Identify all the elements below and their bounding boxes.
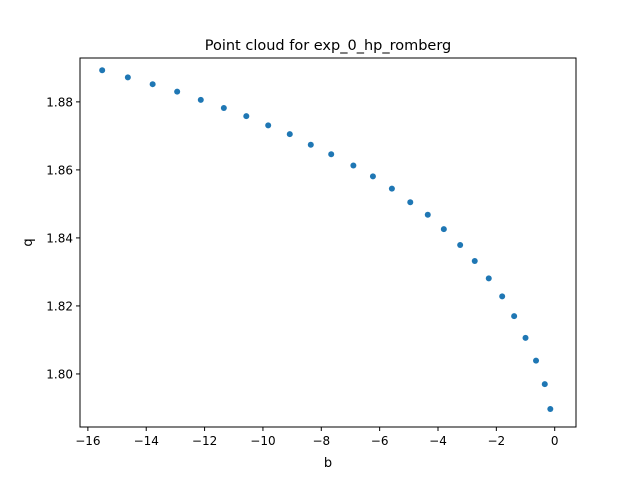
data-point <box>328 151 335 158</box>
y-tick-label: 1.86 <box>46 163 73 177</box>
data-point <box>243 113 250 120</box>
data-point <box>149 81 156 88</box>
x-tick-label: 0 <box>551 434 559 448</box>
data-point <box>499 293 506 300</box>
data-point <box>124 74 131 81</box>
y-tick-label: 1.82 <box>46 299 73 313</box>
y-axis-label: q <box>21 238 36 246</box>
data-point <box>541 381 548 388</box>
data-point <box>522 334 529 341</box>
y-tick-label: 1.84 <box>46 231 73 245</box>
data-point <box>547 405 554 412</box>
x-tick-label: −4 <box>429 434 447 448</box>
data-point <box>424 211 431 218</box>
data-point <box>471 258 478 265</box>
x-tick-label: −6 <box>371 434 389 448</box>
data-point <box>220 104 227 111</box>
data-point <box>307 141 314 148</box>
y-tick-label: 1.80 <box>46 367 73 381</box>
data-point <box>485 275 492 282</box>
x-tick-label: −16 <box>75 434 100 448</box>
x-tick-label: −8 <box>312 434 330 448</box>
x-axis-ticks: −16 −14 −12 −10 −8 −6 −4 −2 0 <box>75 427 559 448</box>
data-point <box>350 162 357 169</box>
data-point <box>197 96 204 103</box>
data-point <box>174 88 181 95</box>
x-axis-label: b <box>324 456 332 471</box>
data-point <box>265 122 272 129</box>
x-tick-label: −2 <box>487 434 505 448</box>
data-point <box>457 242 464 249</box>
x-tick-label: −12 <box>192 434 217 448</box>
plot-area-frame <box>79 57 577 428</box>
chart-title: Point cloud for exp_0_hp_romberg <box>205 38 452 54</box>
data-point <box>99 67 106 74</box>
x-tick-label: −10 <box>250 434 275 448</box>
x-tick-label: −14 <box>134 434 159 448</box>
data-point <box>407 199 414 206</box>
data-point <box>388 185 395 192</box>
data-point <box>440 226 447 233</box>
y-tick-label: 1.88 <box>46 95 73 109</box>
data-point <box>533 357 540 364</box>
points-layer <box>99 67 554 412</box>
y-axis-ticks: 1.80 1.82 1.84 1.86 1.88 <box>46 95 80 381</box>
data-point <box>286 131 293 138</box>
data-point <box>369 173 376 180</box>
data-point <box>511 313 518 320</box>
